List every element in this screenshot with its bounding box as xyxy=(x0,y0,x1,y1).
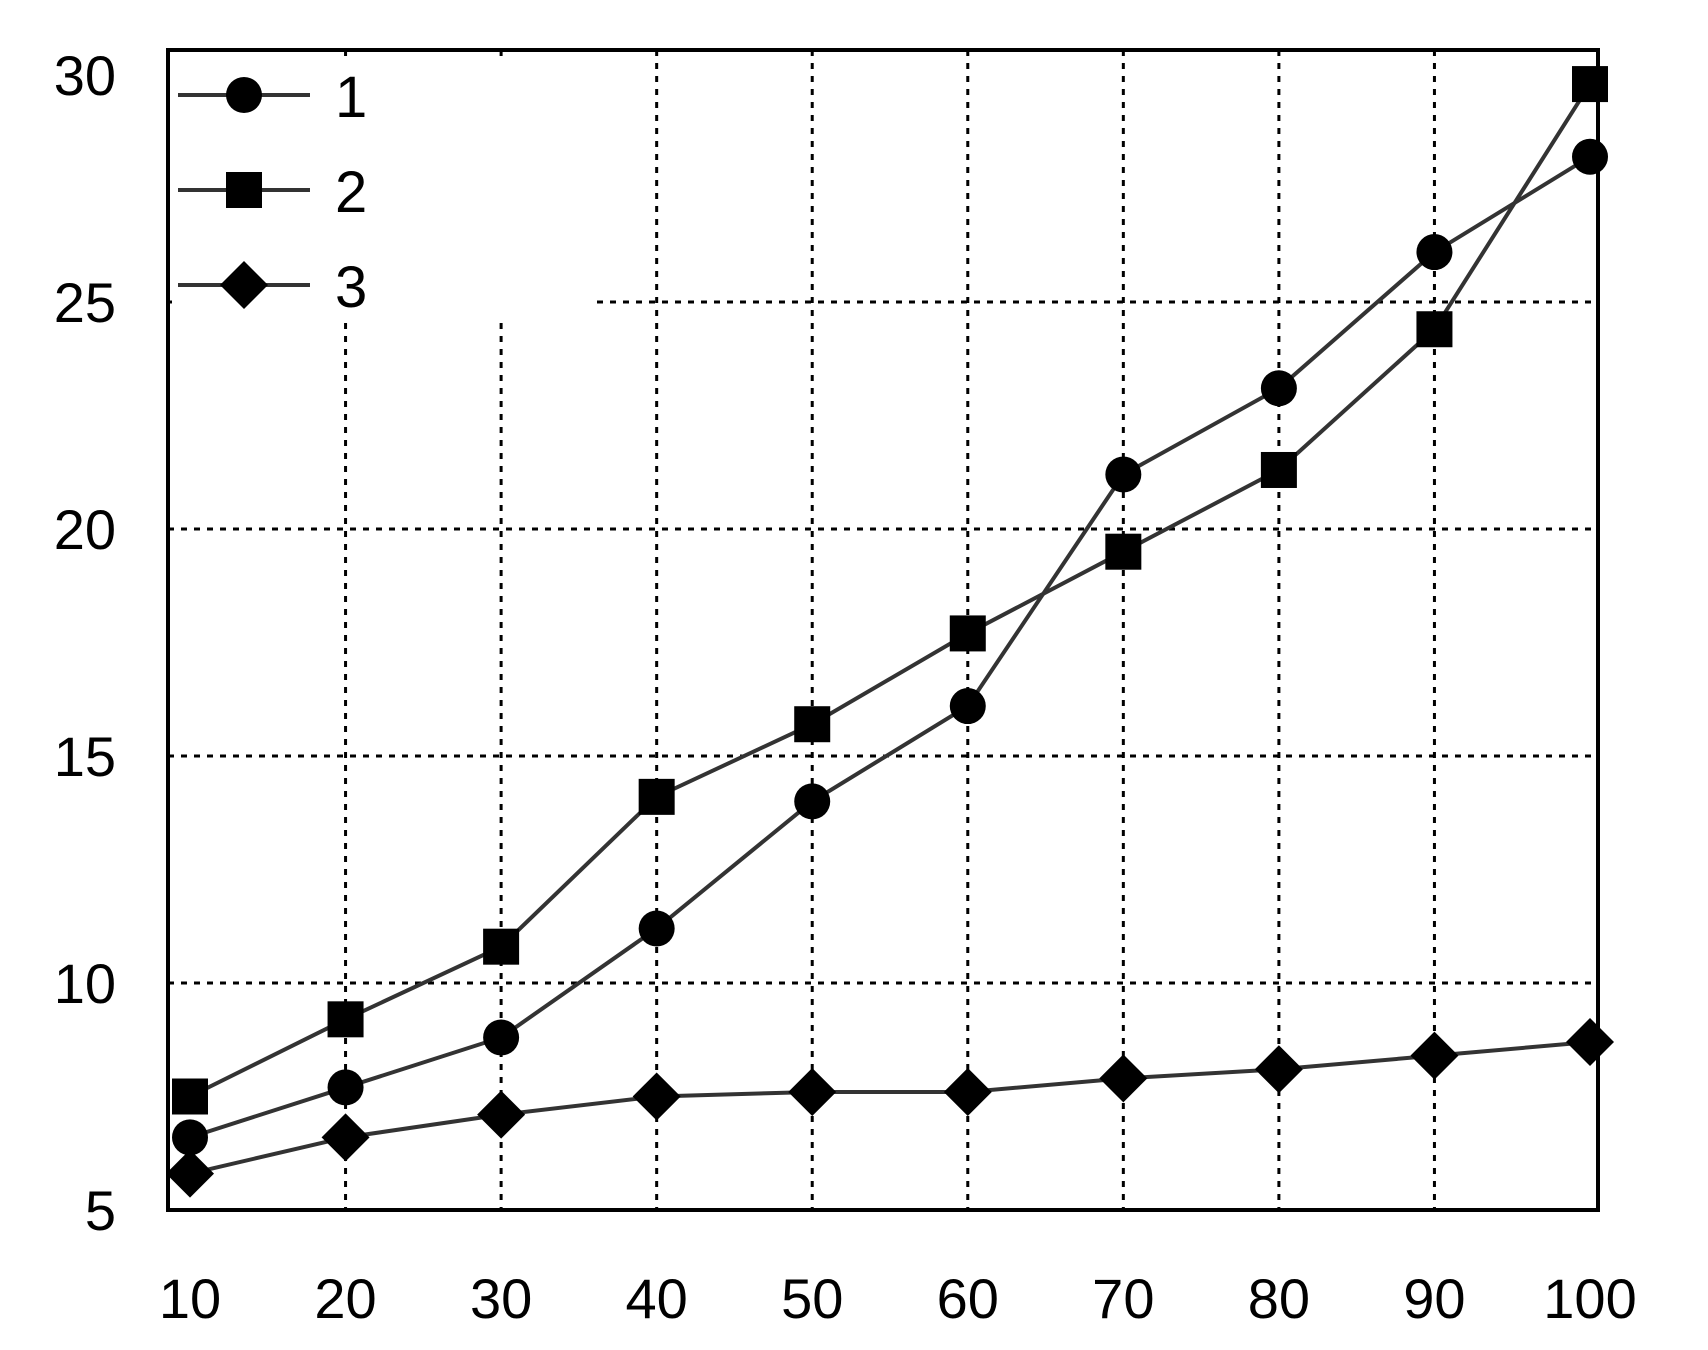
series-2-point xyxy=(1416,311,1453,348)
series-2-point xyxy=(1260,451,1297,488)
series-1-point xyxy=(327,1069,364,1106)
series-3-point xyxy=(1566,1018,1614,1067)
y-tick-label: 10 xyxy=(54,952,116,1015)
grid xyxy=(168,50,1598,1210)
series-1-point xyxy=(1105,456,1142,493)
legend-label-3: 3 xyxy=(335,255,367,320)
series-2-point xyxy=(1105,533,1142,570)
axes: 10 20 30 40 50 60 70 80 90 100 5 10 15 20 25 30 xyxy=(54,44,1637,1330)
series-3-point xyxy=(166,1149,214,1198)
series-2-point xyxy=(1572,66,1608,103)
series-2-point xyxy=(638,778,675,815)
series-3-point xyxy=(788,1067,837,1116)
series-3-point xyxy=(632,1072,681,1121)
x-tick-label: 30 xyxy=(470,1267,532,1330)
series-2-line xyxy=(189,83,1592,1099)
series-3-point xyxy=(1410,1031,1459,1080)
y-tick-label: 5 xyxy=(85,1179,116,1242)
legend-label-2: 2 xyxy=(335,160,367,225)
series-3-point xyxy=(943,1067,992,1116)
series-1-point xyxy=(483,1019,520,1056)
series-1-point xyxy=(794,783,831,820)
series-1-point xyxy=(172,1119,208,1156)
x-tick-label: 10 xyxy=(159,1267,221,1330)
x-tick-label: 80 xyxy=(1248,1267,1310,1330)
x-tick-label: 40 xyxy=(626,1267,688,1330)
series-2-point xyxy=(172,1078,208,1115)
x-tick-label: 50 xyxy=(781,1267,843,1330)
series-2 xyxy=(172,66,1608,1115)
legend: 1 2 3 xyxy=(172,56,592,320)
series-2-point xyxy=(794,706,831,743)
series-1-point xyxy=(1416,234,1453,271)
x-tick-label: 90 xyxy=(1403,1267,1465,1330)
y-tick-label: 30 xyxy=(54,44,116,107)
series-3-point xyxy=(1254,1045,1303,1094)
series-1-point xyxy=(1260,370,1297,407)
series-1-point xyxy=(1572,138,1608,175)
series-1 xyxy=(172,138,1608,1156)
x-tick-label: 70 xyxy=(1092,1267,1154,1330)
y-tick-label: 20 xyxy=(54,498,116,561)
series-3 xyxy=(166,1018,1614,1198)
legend-marker-1 xyxy=(226,77,262,113)
legend-label-1: 1 xyxy=(335,65,367,130)
series-2-point xyxy=(483,928,520,965)
series-2-point xyxy=(949,615,986,652)
series-1-line xyxy=(189,155,1592,1140)
y-tick-label: 25 xyxy=(54,271,116,334)
series-layer xyxy=(166,66,1614,1198)
plot-area-border xyxy=(166,48,1600,1212)
x-tick-label: 20 xyxy=(314,1267,376,1330)
legend-marker-2 xyxy=(226,172,262,208)
series-2-point xyxy=(327,1001,364,1038)
series-3-point xyxy=(321,1113,370,1162)
x-tick-label: 100 xyxy=(1543,1267,1636,1330)
series-1-point xyxy=(638,910,675,947)
series-1-point xyxy=(949,688,986,725)
series-3-point xyxy=(477,1090,526,1139)
y-tick-label: 15 xyxy=(54,725,116,788)
series-3-point xyxy=(1099,1054,1148,1103)
x-tick-label: 60 xyxy=(937,1267,999,1330)
legend-marker-3 xyxy=(220,261,268,309)
series-3-line xyxy=(189,1040,1591,1176)
